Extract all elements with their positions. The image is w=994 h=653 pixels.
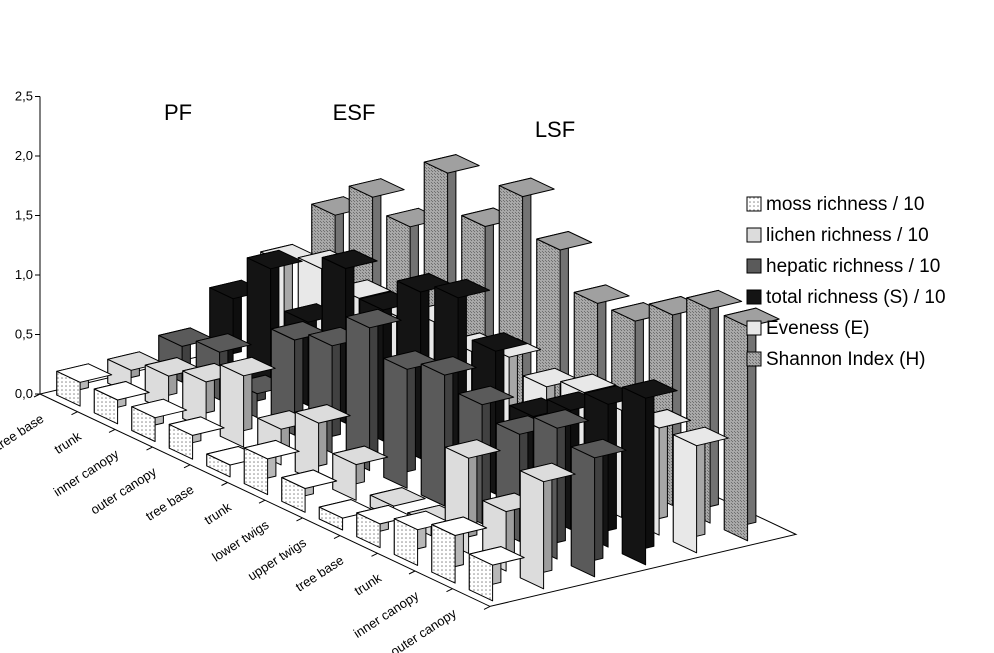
legend-label-moss-richness-10: moss richness / 10 [766, 194, 924, 215]
x-tick [483, 605, 491, 610]
category-label-9: trunk [352, 570, 385, 599]
legend-label-hepatic-richness-10: hepatic richness / 10 [766, 256, 940, 277]
x-tick [71, 411, 78, 416]
x-tick [146, 446, 153, 451]
x-tick [371, 552, 378, 557]
legend-label-shannon-index-h: Shannon Index (H) [766, 349, 926, 370]
x-tick [408, 570, 416, 575]
x-tick [108, 428, 116, 433]
legend-label-eveness-e: Eveness (E) [766, 318, 869, 339]
legend-swatch-moss-richness-10 [746, 196, 762, 212]
bar-moss-richness-10-1 [93, 381, 150, 425]
group-labels: PF ESF LSF [164, 100, 575, 142]
legend-swatch-hepatic-richness-10 [746, 258, 762, 274]
category-label-5: trunk [201, 499, 234, 528]
bar-moss-richness-10-3 [168, 416, 225, 460]
bar-moss-richness-10-5 [243, 439, 300, 496]
y-tick-label: 1,0 [15, 267, 33, 282]
bar-total-richness-s-10-11 [621, 379, 678, 566]
legend-swatch-total-richness-s-10 [746, 289, 762, 305]
bar-moss-richness-10-6 [281, 469, 338, 513]
legend-label-total-richness-s-10: total richness (S) / 10 [766, 287, 946, 308]
bar-hepatic-richness-10-5 [345, 308, 402, 472]
x-tick [183, 464, 191, 469]
bar-lichen-richness-10-6 [332, 445, 389, 501]
legend-swatch-eveness-e [746, 320, 762, 336]
bar-eveness-e-11 [672, 426, 729, 554]
legend: moss richness / 10 lichen richness / 10 he… [746, 194, 946, 370]
y-tick-label: 1,5 [15, 208, 33, 223]
category-label-8: tree base [293, 552, 347, 594]
x-tick [258, 499, 266, 504]
bar-moss-richness-10-0 [56, 363, 113, 407]
y-tick-label: 2,5 [15, 89, 33, 104]
y-tick-label: 0,0 [15, 386, 33, 401]
bar-moss-richness-10-11 [468, 546, 525, 602]
group-label-esf: ESF [333, 100, 376, 125]
legend-swatch-shannon-index-h [746, 351, 762, 367]
bars [56, 154, 780, 602]
category-label-0: tree base [0, 411, 46, 453]
group-label-lsf: LSF [535, 117, 575, 142]
category-label-1: trunk [51, 428, 84, 457]
bar-lichen-richness-10-1 [144, 357, 201, 413]
bar-lichen-richness-10-5 [294, 404, 351, 484]
bar-moss-richness-10-2 [131, 398, 188, 442]
group-label-pf: PF [164, 100, 192, 125]
bar-shannon-index-h-11 [723, 307, 780, 542]
x-tick [446, 588, 453, 593]
bar-hepatic-richness-10-11 [570, 438, 627, 578]
category-label-7: upper twigs [245, 534, 309, 583]
y-axis: 0,0 0,5 1,0 1,5 2,0 2,5 [15, 89, 41, 401]
x-tick [296, 517, 303, 522]
x-tick [333, 535, 341, 540]
y-tick-label: 2,0 [15, 148, 33, 163]
category-label-4: tree base [143, 482, 197, 524]
bar-moss-richness-10-10 [431, 516, 488, 584]
x-tick [221, 482, 228, 486]
bar-lichen-richness-10-11 [519, 462, 576, 590]
legend-swatch-lichen-richness-10 [746, 227, 762, 243]
category-label-6: lower twigs [209, 517, 272, 565]
y-tick-label: 0,5 [15, 327, 33, 342]
legend-label-lichen-richness-10: lichen richness / 10 [766, 225, 929, 246]
bar-lichen-richness-10-3 [219, 356, 276, 448]
